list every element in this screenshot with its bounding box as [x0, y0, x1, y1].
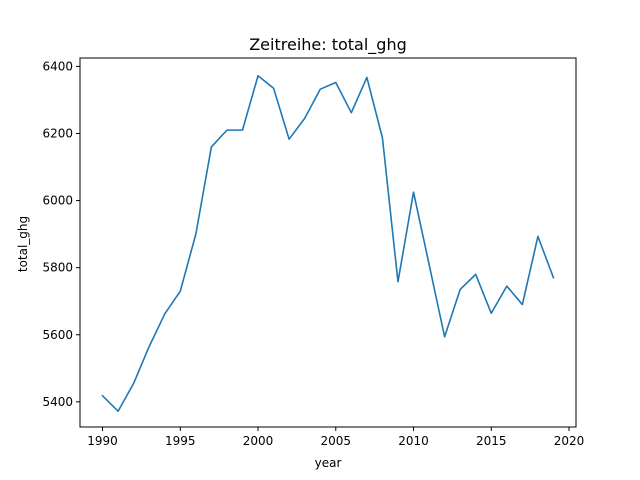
x-tick-label: 2000 — [243, 434, 274, 448]
y-tick-label: 6400 — [42, 59, 73, 73]
x-tick-label: 2005 — [321, 434, 352, 448]
y-tick-label: 6000 — [42, 194, 73, 208]
plot-area: 1990 1995 2000 2005 2010 2015 2020 5400 5600 5800… — [42, 57, 585, 448]
plot-frame — [79, 57, 577, 428]
x-tick-label: 2020 — [554, 434, 585, 448]
y-tick-label: 5400 — [42, 395, 73, 409]
y-tick-label: 5600 — [42, 328, 73, 342]
y-tick-label: 5800 — [42, 261, 73, 275]
chart-title: Zeitreihe: total_ghg — [249, 35, 407, 55]
x-axis-label: year — [315, 456, 342, 470]
x-tick-label: 1990 — [87, 434, 118, 448]
y-axis-label: total_ghg — [16, 216, 30, 272]
y-tick-label: 6200 — [42, 126, 73, 140]
x-tick-label: 2015 — [476, 434, 507, 448]
x-tick-label: 2010 — [398, 434, 429, 448]
x-tick-label: 1995 — [165, 434, 196, 448]
series-line — [101, 74, 555, 413]
